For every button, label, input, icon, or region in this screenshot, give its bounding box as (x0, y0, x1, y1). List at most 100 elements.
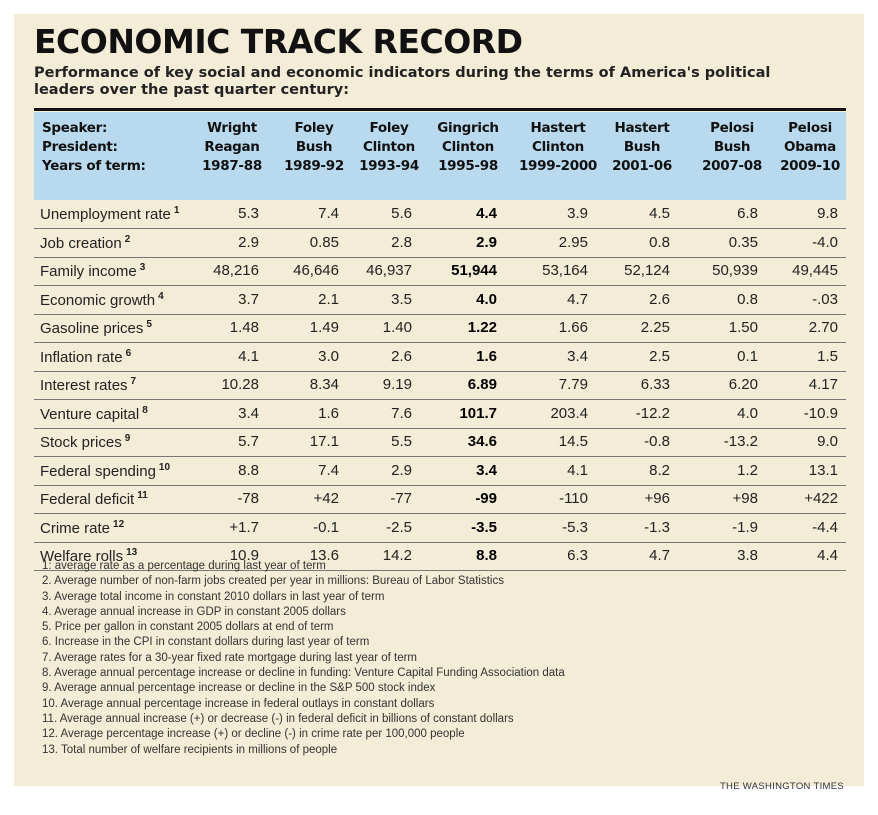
column-header-speaker: Foley (294, 120, 334, 136)
row-label: Inflation rate 6 (40, 348, 131, 366)
table-header: Speaker: President: Years of term: Wrigh… (34, 112, 846, 200)
table-cell: 2.95 (558, 233, 588, 251)
table-cell: 4.5 (649, 205, 670, 222)
column-header-president: Obama (784, 139, 836, 155)
row-label: Welfare rolls 13 (40, 547, 137, 565)
row-label: Venture capital 8 (40, 405, 148, 423)
table-cell: 0.8 (737, 290, 758, 308)
column-header-speaker: Gingrich (437, 120, 499, 136)
table-cell: 4.1 (238, 347, 259, 365)
table-cell: -1.3 (644, 518, 670, 536)
table-row: Job creation 2 2.9 0.85 2.8 2.9 2.95 0.8 0.35 -4.… (34, 229, 846, 258)
row-label: Interest rates 7 (40, 376, 136, 394)
graphic-panel: ECONOMIC TRACK RECORD Performance of key… (14, 14, 864, 792)
table-cell: 3.4 (238, 404, 259, 422)
column-header-president: Reagan (204, 139, 260, 155)
table-cell: 49,445 (792, 262, 838, 279)
table-cell: 2.9 (238, 233, 259, 251)
table-row: Economic growth 4 3.7 2.1 3.5 4.0 4.7 2.6 0.8 -.0… (34, 286, 846, 315)
table-cell: -3.5 (471, 518, 497, 536)
table-cell: -5.3 (562, 518, 588, 536)
table-cell: 4.17 (808, 376, 838, 393)
column-header-7: Pelosi Obama 2009-10 (775, 119, 845, 176)
table-cell: 6.89 (467, 376, 497, 393)
table-cell: 3.7 (238, 290, 259, 308)
footnote: 7. Average rates for a 30-year fixed rat… (42, 651, 418, 664)
table-cell: 34.6 (467, 433, 497, 450)
table-row: Stock prices 9 5.7 17.1 5.5 34.6 14.5 -0.8 -13.2… (34, 428, 846, 457)
table-cell: 8.8 (476, 547, 497, 564)
footnote: 6. Increase in the CPI in constant dolla… (42, 636, 370, 649)
column-header-speaker: Pelosi (710, 120, 754, 136)
table-cell: 1.6 (318, 404, 339, 422)
table-cell: 48,216 (213, 262, 259, 279)
table-cell: 6.33 (640, 376, 670, 393)
chart-title: ECONOMIC TRACK RECORD (34, 22, 523, 61)
table-cell: 9.19 (382, 376, 412, 393)
table-cell: 7.4 (318, 205, 339, 222)
row-note-marker: 1 (173, 205, 180, 216)
row-label: Job creation 2 (40, 234, 130, 252)
table-cell: 14.2 (382, 547, 412, 564)
row-label-text: Federal spending (40, 462, 156, 480)
table-cell: 10.28 (221, 376, 259, 393)
column-header-president: Bush (295, 139, 333, 155)
table-cell: 1.49 (309, 319, 339, 336)
row-label-text: Inflation rate (40, 348, 123, 366)
column-header-speaker: Hastert (530, 120, 586, 136)
table-row: Gasoline prices 5 1.48 1.49 1.40 1.22 1.66 2.25… (34, 314, 846, 343)
row-note-marker: 8 (142, 404, 148, 416)
table-cell: -78 (237, 490, 259, 507)
table-cell: +96 (644, 490, 670, 507)
table-cell: 5.5 (391, 433, 412, 450)
row-note-marker: 10 (158, 461, 171, 473)
header-label-president: President: (42, 139, 118, 155)
table-cell: 4.1 (567, 461, 588, 479)
table-cell: 1.2 (737, 461, 758, 479)
table-cell: -12.2 (635, 404, 670, 422)
table-cell: 6.8 (737, 205, 758, 222)
table-cell: 3.9 (567, 205, 588, 222)
column-header-years: 2001-06 (612, 158, 672, 174)
table-cell: 2.9 (391, 461, 412, 479)
column-header-speaker: Foley (369, 120, 409, 136)
row-label: Crime rate 12 (40, 519, 124, 537)
table-cell: 1.48 (229, 319, 259, 336)
table-row: Venture capital 8 3.4 1.6 7.6 101.7 203.4 -12.2… (34, 400, 846, 429)
table-cell: -0.1 (313, 518, 339, 536)
table-cell: 2.6 (391, 347, 412, 365)
table-cell: 2.70 (808, 319, 838, 336)
table-cell: 4.7 (649, 547, 670, 564)
row-label-text: Interest rates (40, 377, 128, 394)
table-cell: 17.1 (309, 433, 339, 450)
table-row: Interest rates 7 10.28 8.34 9.19 6.89 7.79 6.33… (34, 371, 846, 400)
column-header-speaker: Pelosi (788, 120, 832, 136)
row-note-marker: 12 (113, 518, 125, 530)
column-header-president: Bush (623, 139, 661, 155)
table-cell: -110 (559, 490, 588, 507)
column-header-1: Foley Bush 1989-92 (279, 119, 349, 176)
footnote: 4. Average annual increase in GDP in con… (42, 605, 346, 618)
table-cell: -13.2 (723, 433, 758, 450)
column-header-president: Bush (713, 139, 751, 155)
header-row-labels: Speaker: President: Years of term: (42, 119, 146, 176)
table-cell: 1.50 (728, 319, 758, 336)
row-label: Stock prices 9 (40, 433, 130, 451)
table-cell: 9.0 (817, 433, 838, 450)
table-cell: -77 (390, 490, 412, 507)
table-cell: 4.0 (737, 404, 758, 422)
row-label: Family income 3 (40, 262, 145, 280)
column-header-years: 1999-2000 (518, 158, 598, 174)
table-cell: 9.8 (817, 205, 838, 222)
row-note-marker: 11 (137, 490, 148, 501)
column-header-2: Foley Clinton 1993-94 (355, 119, 423, 176)
table-row: Crime rate 12 +1.7 -0.1 -2.5 -3.5 -5.3 -1.3 -1.9… (34, 514, 846, 543)
column-header-0: Wright Reagan 1987-88 (189, 119, 275, 176)
row-label-text: Venture capital (40, 405, 140, 423)
row-label-text: Stock prices (40, 434, 122, 451)
footnote: 10. Average annual percentage increase i… (42, 697, 435, 710)
table-cell: 14.5 (558, 433, 588, 450)
table-cell: 8.8 (238, 461, 259, 479)
table-cell: 0.85 (309, 233, 339, 251)
row-note-marker: 7 (130, 376, 137, 387)
